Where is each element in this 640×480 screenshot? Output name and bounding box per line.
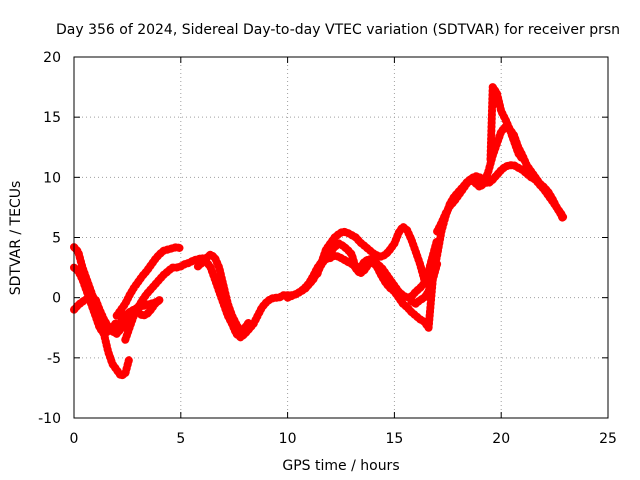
series-track-8-markers <box>313 222 429 284</box>
y-tick-label: 20 <box>43 50 61 66</box>
grid-lines <box>74 57 608 418</box>
y-axis-label: SDTVAR / TECUs <box>8 181 24 296</box>
y-tick-label: 15 <box>43 110 61 126</box>
y-tick-label: -5 <box>47 351 61 367</box>
y-tick-label: 0 <box>52 291 61 307</box>
series-track-7-markers <box>283 239 442 332</box>
series-track-5-markers <box>121 235 442 344</box>
chart-title: Day 356 of 2024, Sidereal Day-to-day VTE… <box>56 22 620 38</box>
y-tick-label: 10 <box>43 170 61 186</box>
series-track-6-markers <box>193 250 254 336</box>
data-series-group <box>70 83 568 380</box>
x-tick-label: 15 <box>385 431 403 447</box>
series-track-11-markers <box>486 83 527 164</box>
x-tick-label: 5 <box>176 431 185 447</box>
y-tick-label: -10 <box>38 411 61 427</box>
x-tick-label: 0 <box>70 431 79 447</box>
x-tick-label: 10 <box>279 431 297 447</box>
x-axis-label: GPS time / hours <box>282 458 399 474</box>
axis-ticks: 0 5 10 15 20 25 -10 -5 0 5 10 15 20 <box>38 50 617 447</box>
y-tick-label: 5 <box>52 231 61 247</box>
x-tick-label: 20 <box>492 431 510 447</box>
x-tick-label: 25 <box>599 431 617 447</box>
series-track-10-markers <box>433 122 568 236</box>
series-track-4-markers <box>112 243 185 320</box>
series-track-12-markers <box>91 296 164 336</box>
